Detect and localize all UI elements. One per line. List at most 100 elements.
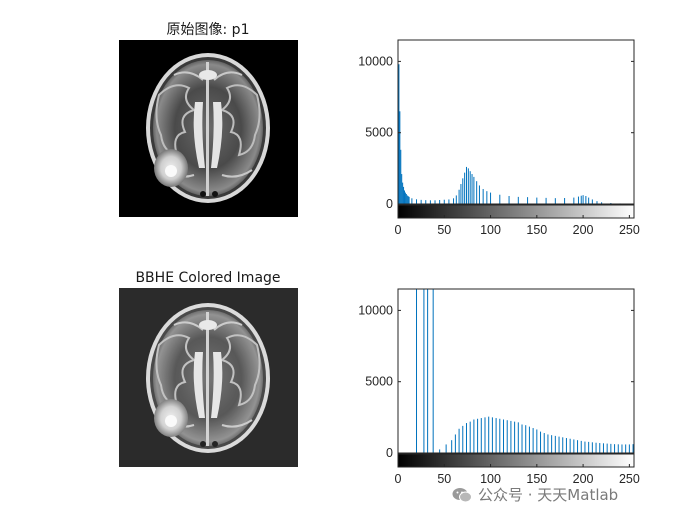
x-tick-label: 250 [619, 223, 640, 237]
histogram-bar [503, 419, 505, 453]
plot-area [398, 40, 634, 204]
histogram-bar [398, 64, 400, 205]
axes-frame [397, 39, 635, 205]
histogram-bar [547, 434, 549, 453]
histogram-bar [471, 174, 473, 204]
histogram-bar [490, 192, 492, 204]
histogram-bar [514, 421, 516, 453]
histogram-bar [596, 201, 598, 204]
histogram-bar [584, 441, 586, 453]
histogram-bar [573, 439, 575, 453]
histogram-bar [585, 196, 587, 204]
x-tick-label: 100 [480, 472, 501, 486]
histogram-bar [484, 417, 486, 453]
bbhe-mri-image [119, 288, 298, 467]
histogram-bar [577, 196, 579, 204]
histogram-bar [434, 200, 436, 204]
histogram-bar [445, 444, 447, 453]
histogram-bar [588, 441, 590, 453]
histogram-bar [416, 289, 418, 453]
x-tick-label: 250 [619, 472, 640, 486]
x-tick-label: 100 [480, 223, 501, 237]
histogram-bar [443, 199, 445, 204]
histogram-bar [402, 182, 404, 204]
y-tick-label: 5000 [365, 375, 393, 389]
histogram-bar [439, 449, 441, 453]
histogram-bar [469, 421, 471, 453]
histogram-bar [423, 289, 425, 453]
histogram-bar [580, 195, 582, 204]
histogram-bar [602, 443, 604, 453]
x-tick-label: 150 [526, 472, 547, 486]
x-tick-label: 150 [526, 223, 547, 237]
histogram-bar [551, 435, 553, 453]
watermark-text: 公众号 · 天天Matlab [478, 486, 619, 504]
x-tick-label: 200 [573, 223, 594, 237]
y-tick-label: 10000 [358, 54, 393, 68]
histogram-bar [460, 184, 462, 204]
histogram-bar [506, 420, 508, 453]
y-tick-label: 5000 [365, 126, 393, 140]
histogram-bar [477, 418, 479, 453]
histogram-bar [427, 289, 429, 453]
histogram-bar [591, 199, 593, 204]
histogram-bar [416, 199, 418, 204]
histogram-bar [525, 425, 527, 453]
histogram-bar [465, 423, 467, 453]
histogram-bar [453, 198, 455, 204]
histogram-bar [403, 190, 405, 204]
histogram-bar [532, 428, 534, 453]
histogram-bar [582, 195, 584, 204]
histogram-bar [451, 440, 453, 453]
histogram-bar [486, 191, 488, 204]
histogram-bbhe: 0 50 100 150 200 250 0 5000 10000 [358, 288, 640, 486]
histogram-bar [458, 189, 460, 204]
histogram-bar [510, 420, 512, 453]
histogram-bar [617, 444, 619, 453]
histogram-bar [473, 419, 475, 453]
plot-area [398, 289, 634, 453]
histogram-bar [591, 442, 593, 453]
histogram-bar [469, 171, 471, 204]
histogram-bar [432, 289, 434, 453]
histogram-bar [499, 418, 501, 453]
histogram-bar [429, 200, 431, 204]
histogram-bar [478, 185, 480, 204]
histogram-bar [455, 195, 457, 204]
histogram-bar [545, 197, 547, 204]
histogram-bar [588, 197, 590, 204]
histogram-bar [439, 200, 441, 204]
histogram-bar [403, 186, 405, 204]
histogram-bar [595, 442, 597, 453]
x-tick-label: 200 [573, 472, 594, 486]
histogram-bar [536, 197, 538, 204]
histogram-bar [425, 200, 427, 204]
histogram-bar [462, 178, 464, 204]
grayscale-colorbar [397, 453, 635, 468]
histogram-bar [405, 194, 407, 204]
histogram-bar [554, 198, 556, 204]
histogram-bar [517, 196, 519, 204]
histogram-bar [577, 440, 579, 453]
histogram-bar [527, 197, 529, 204]
histogram-bar [482, 189, 484, 204]
histogram-bar [508, 196, 510, 204]
histogram-bar [625, 444, 627, 453]
y-tick-label: 0 [386, 446, 393, 460]
axes-frame [397, 288, 635, 454]
histogram-bar [465, 166, 467, 204]
histogram-bar [488, 416, 490, 453]
histogram-bar [565, 438, 567, 453]
histogram-bar [564, 198, 566, 204]
histogram-bar [601, 202, 603, 204]
y-tick-label: 10000 [358, 303, 393, 317]
x-tick-label: 0 [395, 472, 402, 486]
y-tick-label: 0 [386, 197, 393, 211]
histogram-bar [411, 198, 413, 204]
histogram-bar [407, 196, 409, 204]
x-tick-label: 0 [395, 223, 402, 237]
histogram-bar [448, 199, 450, 204]
histogram-bar [491, 417, 493, 453]
x-tick-label: 50 [437, 472, 451, 486]
histogram-bar [408, 196, 410, 204]
